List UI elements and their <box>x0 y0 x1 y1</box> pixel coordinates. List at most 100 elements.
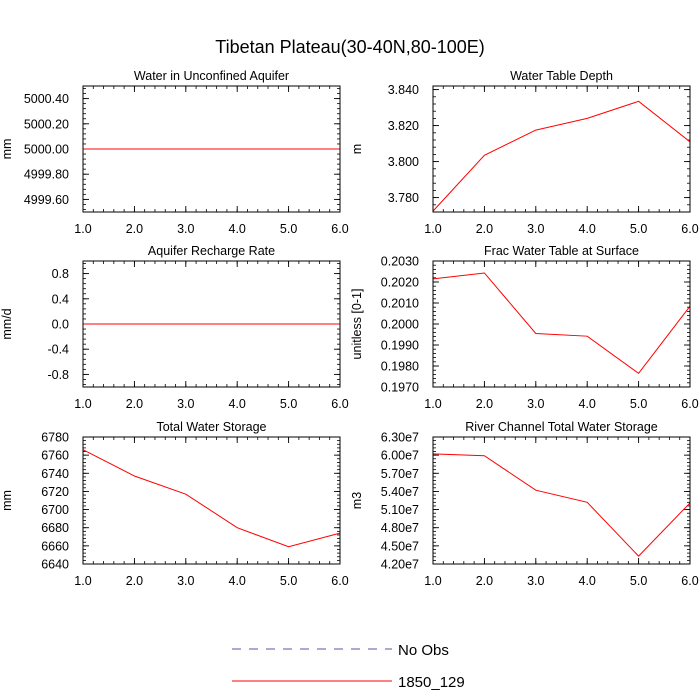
y-axis-label: mm/d <box>0 308 14 339</box>
x-tick-label: 4.0 <box>579 574 596 588</box>
x-tick-label: 5.0 <box>630 222 647 236</box>
panel-water-in-unconfined-aquifer: Water in Unconfined Aquifer mm 1.0 2.0 3.0 4.… <box>0 69 349 236</box>
series-line-1850-129 <box>432 272 691 375</box>
panel-title: Water Table Depth <box>510 69 613 83</box>
x-tick-label: 1.0 <box>424 222 441 236</box>
plot-frame <box>432 436 691 565</box>
x-tick-label: 3.0 <box>527 222 544 236</box>
y-tick-label: 6.30e7 <box>381 431 419 445</box>
x-tick-label: 1.0 <box>424 574 441 588</box>
legend: No Obs 1850_129 <box>232 642 465 691</box>
y-tick-label: 6.00e7 <box>381 449 419 463</box>
panel-aquifer-recharge-rate: Aquifer Recharge Rate mm/d 1.0 2.0 3.0 4.0 5.0… <box>0 244 349 411</box>
x-tick-label: 5.0 <box>280 222 297 236</box>
legend-label-1850-129: 1850_129 <box>398 674 465 691</box>
x-tick-label: 3.0 <box>527 574 544 588</box>
x-tick-label: 6.0 <box>331 397 348 411</box>
x-tick-label: 6.0 <box>681 397 698 411</box>
x-tick-label: 5.0 <box>280 574 297 588</box>
y-tick-label: 6640 <box>41 558 69 572</box>
y-tick-label: 5.10e7 <box>381 503 419 517</box>
x-tick-label: 4.0 <box>579 397 596 411</box>
y-axis-label: mm <box>0 139 14 160</box>
x-tick-label: 4.0 <box>229 574 246 588</box>
y-tick-label: 6740 <box>41 467 69 481</box>
y-tick-label: 4.50e7 <box>381 539 419 553</box>
plot-frame <box>82 260 341 388</box>
series-line-1850-129 <box>432 100 691 212</box>
y-tick-label: 0.1980 <box>381 360 419 374</box>
x-tick-label: 4.0 <box>579 222 596 236</box>
y-tick-label: -0.4 <box>47 343 69 357</box>
x-tick-label: 4.0 <box>229 397 246 411</box>
series-line-1850-129 <box>432 453 691 557</box>
panel-frac-water-table-at-surface: Frac Water Table at Surface unitless [0-1… <box>350 244 699 411</box>
y-tick-label: 0.1990 <box>381 339 419 353</box>
plot-frame <box>82 436 341 565</box>
figure-title: Tibetan Plateau(30-40N,80-100E) <box>215 37 485 57</box>
y-tick-label: 5.40e7 <box>381 485 419 499</box>
x-tick-label: 2.0 <box>476 222 493 236</box>
y-tick-label: 6660 <box>41 539 69 553</box>
y-tick-label: 0.8 <box>52 267 69 281</box>
y-tick-label: 0.2020 <box>381 276 419 290</box>
x-tick-label: 6.0 <box>331 574 348 588</box>
y-tick-label: 4999.80 <box>24 168 69 182</box>
series-line-1850-129 <box>82 449 341 548</box>
x-tick-label: 2.0 <box>126 397 143 411</box>
y-tick-label: 0.0 <box>52 318 69 332</box>
plot-frame <box>432 85 691 213</box>
x-tick-label: 6.0 <box>681 222 698 236</box>
y-tick-label: 0.2000 <box>381 318 419 332</box>
panel-title: Total Water Storage <box>156 420 266 434</box>
y-tick-label: 0.2010 <box>381 297 419 311</box>
x-tick-label: 2.0 <box>476 397 493 411</box>
y-tick-label: 6760 <box>41 449 69 463</box>
y-tick-label: 4.20e7 <box>381 558 419 572</box>
panel-title: Aquifer Recharge Rate <box>148 244 275 258</box>
plot-frame <box>432 260 691 388</box>
panels: Water in Unconfined Aquifer mm 1.0 2.0 3.0 4.… <box>0 69 699 588</box>
y-tick-label: 3.780 <box>388 191 419 205</box>
y-axis-label: unitless [0-1] <box>350 289 364 360</box>
panel-total-water-storage: Total Water Storage mm 1.0 2.0 3.0 4.0 5.0 6.0 6… <box>0 420 349 588</box>
y-tick-label: 5000.40 <box>24 92 69 106</box>
panel-title: River Channel Total Water Storage <box>465 420 658 434</box>
y-tick-label: 0.2030 <box>381 255 419 269</box>
y-tick-label: 5000.00 <box>24 143 69 157</box>
x-tick-label: 1.0 <box>74 397 91 411</box>
y-tick-label: 3.840 <box>388 83 419 97</box>
x-tick-label: 5.0 <box>630 397 647 411</box>
x-tick-label: 5.0 <box>280 397 297 411</box>
y-axis-label: m3 <box>350 492 364 509</box>
panel-water-table-depth: Water Table Depth m 1.0 2.0 3.0 4.0 5.0 6.0 3.78… <box>350 69 699 236</box>
x-tick-label: 2.0 <box>126 222 143 236</box>
y-tick-label: 6700 <box>41 503 69 517</box>
y-tick-label: 6680 <box>41 521 69 535</box>
x-tick-label: 3.0 <box>177 574 194 588</box>
x-tick-label: 2.0 <box>126 574 143 588</box>
x-tick-label: 1.0 <box>74 222 91 236</box>
y-tick-label: 3.800 <box>388 155 419 169</box>
x-tick-label: 5.0 <box>630 574 647 588</box>
x-tick-label: 6.0 <box>331 222 348 236</box>
y-tick-label: -0.8 <box>47 368 69 382</box>
y-tick-label: 4999.60 <box>24 193 69 207</box>
y-tick-label: 0.4 <box>52 292 69 306</box>
x-tick-label: 3.0 <box>177 397 194 411</box>
x-tick-label: 3.0 <box>177 222 194 236</box>
y-axis-label: mm <box>0 490 14 511</box>
y-tick-label: 6720 <box>41 485 69 499</box>
y-tick-label: 6780 <box>41 431 69 445</box>
x-tick-label: 4.0 <box>229 222 246 236</box>
panel-title: Water in Unconfined Aquifer <box>134 69 289 83</box>
y-tick-label: 5.70e7 <box>381 467 419 481</box>
legend-label-no-obs: No Obs <box>398 642 449 659</box>
y-tick-label: 3.820 <box>388 119 419 133</box>
x-tick-label: 6.0 <box>681 574 698 588</box>
y-tick-label: 5000.20 <box>24 117 69 131</box>
x-tick-label: 1.0 <box>424 397 441 411</box>
x-tick-label: 2.0 <box>476 574 493 588</box>
y-tick-label: 4.80e7 <box>381 521 419 535</box>
